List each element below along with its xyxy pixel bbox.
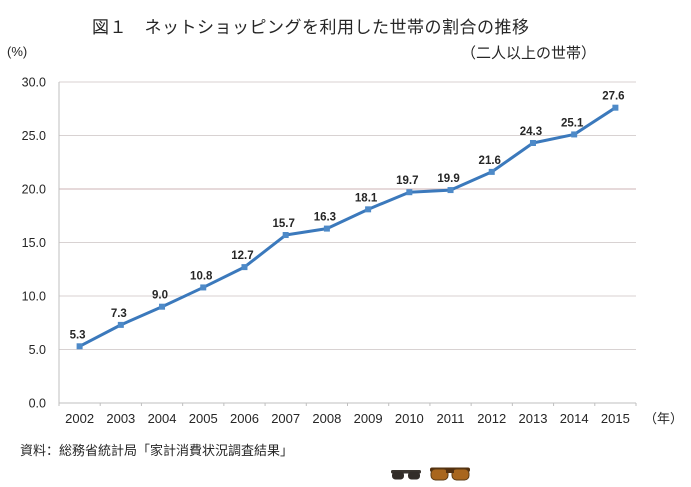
x-tick-label: 2008: [312, 411, 341, 426]
x-tick-label: 2007: [271, 411, 300, 426]
data-point-marker: [323, 225, 330, 232]
y-tick-label: 10.0: [22, 290, 46, 304]
data-point-marker: [241, 264, 248, 271]
data-label: 24.3: [520, 126, 542, 138]
data-label: 19.7: [396, 175, 418, 187]
data-label: 7.3: [111, 308, 127, 320]
x-tick-label: 2014: [560, 411, 589, 426]
data-point-marker: [571, 131, 578, 138]
data-label: 10.8: [190, 270, 213, 282]
x-tick-label: 2009: [354, 411, 383, 426]
x-tick-label: 2015: [601, 411, 630, 426]
data-point-marker: [200, 284, 207, 291]
data-label: 27.6: [602, 91, 624, 103]
data-label: 18.1: [355, 192, 378, 204]
x-tick-label: 2011: [437, 411, 465, 426]
line-chart: 0.0 5.0 10.0 15.0 20.0 25.0 30.0 2002 2003 2004 20…: [22, 76, 683, 427]
data-point-marker: [488, 168, 495, 175]
y-tick-label: 0.0: [29, 397, 46, 411]
chart-title: 図１ ネットショッピングを利用した世帯の割合の推移: [92, 18, 530, 37]
data-label: 19.9: [437, 173, 459, 185]
x-tick-label: 2005: [189, 411, 218, 426]
y-tick-label: 15.0: [22, 236, 46, 250]
data-label: 9.0: [152, 290, 168, 302]
brown-sunglasses-image: [430, 467, 470, 481]
data-point-marker: [159, 303, 166, 310]
data-label: 5.3: [70, 329, 86, 341]
source-note: 資料：総務省統計局「家計消費状況調査結果」: [20, 443, 294, 458]
x-tick-label: 2003: [106, 411, 135, 426]
x-axis-unit-label: （年）: [644, 411, 683, 426]
dark-sunglasses-image: [391, 470, 421, 480]
data-label: 16.3: [314, 212, 336, 224]
x-tick-label: 2004: [148, 411, 177, 426]
data-point-marker: [612, 104, 619, 111]
x-tick-label: 2010: [395, 411, 424, 426]
data-point-marker: [365, 206, 372, 213]
bottom-cropped-images: [391, 467, 470, 481]
series-line: [78, 106, 617, 348]
data-label: 25.1: [561, 117, 584, 129]
y-tick-label: 25.0: [22, 129, 46, 143]
x-tick-label: 2013: [519, 411, 548, 426]
data-point-marker: [117, 321, 124, 328]
data-point-marker: [76, 343, 83, 350]
data-point-marker: [447, 187, 454, 194]
chart-subtitle: （二人以上の世帯）: [461, 45, 597, 62]
y-tick-label: 30.0: [22, 76, 46, 90]
x-tick-label: 2012: [477, 411, 506, 426]
x-tick-label: 2002: [65, 411, 94, 426]
data-point-marker: [282, 232, 289, 239]
x-tick-label: 2006: [230, 411, 259, 426]
data-label: 12.7: [231, 250, 253, 262]
data-label: 15.7: [272, 218, 294, 230]
data-label: 21.6: [479, 155, 501, 167]
data-point-marker: [529, 139, 536, 146]
y-tick-label: 5.0: [29, 343, 46, 357]
y-axis-unit-label: (%): [7, 44, 28, 59]
y-tick-label: 20.0: [22, 183, 46, 197]
data-point-marker: [406, 189, 413, 196]
